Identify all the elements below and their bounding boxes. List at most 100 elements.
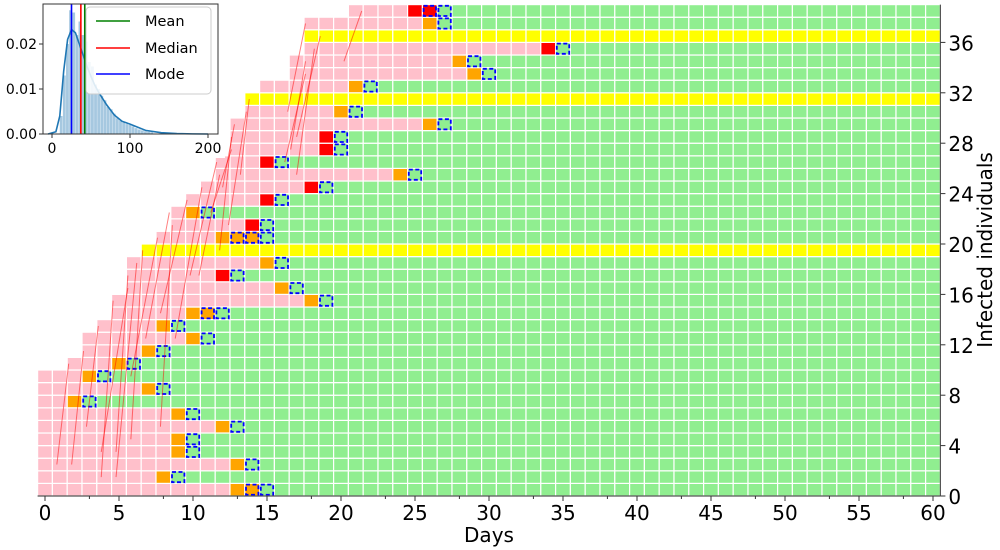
grid-cell xyxy=(806,79,823,94)
grid-cell xyxy=(466,319,483,333)
grid-cell xyxy=(688,306,705,321)
grid-cell xyxy=(569,293,586,308)
grid-cell xyxy=(702,41,719,56)
grid-cell xyxy=(924,243,941,258)
grid-cell xyxy=(762,344,779,358)
grid-cell xyxy=(436,41,453,56)
grid-cell xyxy=(288,180,305,195)
event-dashed-box xyxy=(126,357,141,370)
grid-cell xyxy=(525,66,542,81)
grid-cell xyxy=(481,445,498,459)
grid-cell xyxy=(214,281,231,295)
grid-cell xyxy=(569,167,586,182)
grid-cell xyxy=(510,407,527,421)
grid-cell xyxy=(303,205,320,220)
grid-cell xyxy=(717,29,734,43)
grid-cell xyxy=(895,79,912,94)
grid-cell xyxy=(362,167,379,182)
grid-cell xyxy=(481,243,498,258)
grid-cell xyxy=(880,16,897,31)
grid-cell xyxy=(481,407,498,421)
grid-cell xyxy=(584,16,601,31)
grid-cell xyxy=(303,470,320,484)
grid-cell xyxy=(910,382,927,396)
grid-cell xyxy=(747,344,764,358)
grid-cell xyxy=(436,167,453,182)
grid-cell xyxy=(554,29,571,43)
grid-cell xyxy=(688,205,705,220)
grid-cell xyxy=(643,319,660,333)
grid-cell xyxy=(288,382,305,396)
grid-cell xyxy=(466,92,483,107)
grid-cell xyxy=(643,92,660,107)
grid-cell xyxy=(599,344,616,358)
grid-cell xyxy=(318,306,335,321)
grid-cell xyxy=(407,193,424,207)
grid-cell xyxy=(214,344,231,358)
grid-cell xyxy=(436,356,453,371)
grid-cell xyxy=(525,243,542,258)
x-tick-label: 50 xyxy=(772,501,797,525)
grid-cell xyxy=(628,142,645,157)
grid-cell xyxy=(377,394,394,409)
grid-cell xyxy=(362,445,379,459)
grid-cell xyxy=(584,319,601,333)
grid-cell xyxy=(554,180,571,195)
grid-cell xyxy=(865,167,882,182)
grid-cell xyxy=(614,54,631,69)
grid-cell xyxy=(836,331,853,346)
grid-cell xyxy=(481,130,498,144)
grid-cell xyxy=(125,419,142,434)
grid-cell xyxy=(436,79,453,94)
grid-cell xyxy=(288,432,305,447)
grid-cell xyxy=(628,218,645,233)
grid-cell xyxy=(333,331,350,346)
grid-cell xyxy=(273,482,290,497)
grid-cell xyxy=(421,407,438,421)
event-dashed-box xyxy=(437,17,452,30)
grid-cell xyxy=(821,243,838,258)
grid-cell xyxy=(821,54,838,69)
grid-cell xyxy=(762,482,779,497)
grid-cell xyxy=(880,104,897,119)
grid-cell xyxy=(155,407,172,421)
grid-cell xyxy=(658,130,675,144)
grid-cell xyxy=(776,54,793,69)
grid-cell xyxy=(377,193,394,207)
grid-cell xyxy=(673,470,690,484)
grid-cell xyxy=(407,407,424,421)
grid-cell xyxy=(495,281,512,295)
grid-cell xyxy=(170,344,187,358)
grid-cell xyxy=(910,205,927,220)
grid-cell xyxy=(333,445,350,459)
grid-cell xyxy=(762,29,779,43)
transmission-line xyxy=(239,99,250,175)
histogram-bar xyxy=(59,116,63,134)
grid-cell xyxy=(466,419,483,434)
histogram-bar xyxy=(100,95,104,134)
grid-cell xyxy=(303,432,320,447)
grid-cell xyxy=(688,193,705,207)
grid-cell xyxy=(273,369,290,384)
grid-cell xyxy=(436,407,453,421)
grid-cell xyxy=(717,470,734,484)
grid-cell xyxy=(495,66,512,81)
grid-cell xyxy=(599,445,616,459)
grid-cell xyxy=(214,432,231,447)
grid-cell xyxy=(776,331,793,346)
grid-cell xyxy=(466,41,483,56)
grid-cell xyxy=(924,470,941,484)
grid-cell xyxy=(910,445,927,459)
grid-cell xyxy=(436,432,453,447)
grid-cell xyxy=(347,356,364,371)
grid-cell xyxy=(702,16,719,31)
grid-cell xyxy=(229,319,246,333)
grid-cell xyxy=(303,482,320,497)
inset-legend: Mean Median Mode xyxy=(85,6,212,95)
grid-cell xyxy=(288,356,305,371)
grid-cell xyxy=(481,155,498,170)
grid-cell xyxy=(747,470,764,484)
grid-cell xyxy=(392,256,409,270)
grid-cell xyxy=(880,79,897,94)
grid-cell xyxy=(569,306,586,321)
